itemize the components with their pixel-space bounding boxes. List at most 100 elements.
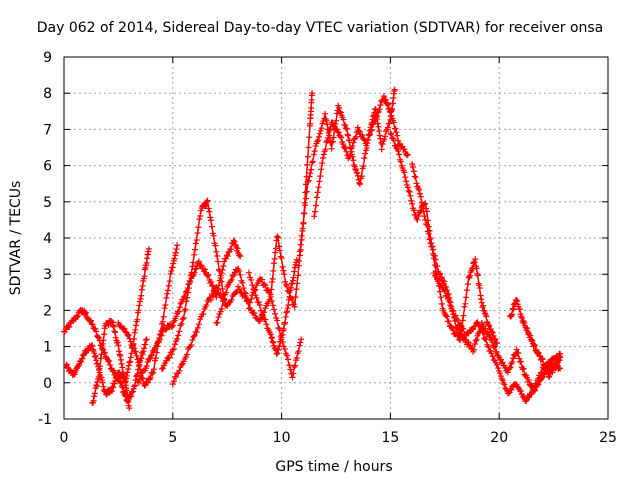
data-point: [405, 188, 412, 195]
data-point: [297, 339, 304, 346]
data-point: [116, 351, 123, 358]
data-point: [180, 296, 187, 303]
data-point: [236, 252, 243, 259]
data-point: [377, 102, 384, 109]
data-point: [208, 223, 215, 230]
data-point: [356, 128, 363, 135]
data-point: [364, 140, 371, 147]
data-point: [162, 326, 169, 333]
data-point: [372, 117, 379, 124]
data-point: [499, 377, 506, 384]
data-point: [375, 123, 382, 130]
data-point: [93, 382, 100, 389]
data-point: [430, 246, 437, 253]
data-point: [230, 237, 237, 244]
data-point: [429, 243, 436, 250]
data-point: [393, 129, 400, 136]
data-point: [252, 292, 259, 299]
data-point: [174, 336, 181, 343]
data-point: [514, 297, 521, 304]
data-point: [528, 382, 535, 389]
data-point: [525, 376, 532, 383]
data-point: [453, 316, 460, 323]
data-point: [330, 134, 337, 141]
data-point: [191, 332, 198, 339]
data-point: [546, 370, 553, 377]
data-point: [164, 290, 171, 297]
data-point: [272, 245, 279, 252]
data-point: [184, 294, 191, 301]
data-point: [186, 277, 193, 284]
data-point: [233, 244, 240, 251]
data-point: [99, 340, 106, 347]
data-point: [316, 178, 323, 185]
data-point: [288, 280, 295, 287]
data-point: [497, 370, 504, 377]
data-point: [219, 285, 226, 292]
data-point: [282, 281, 289, 288]
data-point: [133, 352, 140, 359]
data-point: [414, 216, 421, 223]
data-point: [115, 342, 122, 349]
data-point: [208, 217, 215, 224]
data-point: [472, 256, 479, 263]
data-point: [174, 242, 181, 249]
data-point: [434, 263, 441, 270]
data-point: [289, 374, 296, 381]
data-point: [293, 355, 300, 362]
x-tick-label: 0: [60, 430, 69, 446]
series-track-14: [430, 270, 564, 405]
y-tick-label: 4: [43, 231, 52, 247]
data-point: [301, 210, 308, 217]
data-point: [272, 249, 279, 256]
data-point: [309, 90, 316, 97]
data-point: [205, 205, 212, 212]
data-point: [178, 362, 185, 369]
data-point: [215, 258, 222, 265]
series-track-15: [507, 297, 564, 380]
data-point: [205, 271, 212, 278]
data-point: [214, 319, 221, 326]
data-point: [378, 146, 385, 153]
data-point: [521, 320, 528, 327]
data-point: [338, 134, 345, 141]
data-point: [215, 266, 222, 273]
data-point: [409, 200, 416, 207]
data-point: [311, 148, 318, 155]
data-point: [118, 360, 125, 367]
data-point: [387, 109, 394, 116]
data-point: [392, 125, 399, 132]
data-point: [111, 328, 118, 335]
data-point: [535, 349, 542, 356]
data-point: [313, 194, 320, 201]
data-point: [269, 275, 276, 282]
data-point: [249, 282, 256, 289]
y-tick-label: 3: [43, 267, 52, 283]
data-point: [423, 221, 430, 228]
data-point: [267, 331, 274, 338]
data-point: [476, 282, 483, 289]
data-point: [334, 128, 341, 135]
data-point: [93, 328, 100, 335]
data-point: [312, 202, 319, 209]
data-point: [443, 293, 450, 300]
data-point: [135, 359, 142, 366]
data-point: [111, 380, 118, 387]
data-point: [270, 306, 277, 313]
data-point: [304, 153, 311, 160]
data-point: [210, 232, 217, 239]
data-point: [517, 358, 524, 365]
data-point: [467, 272, 474, 279]
data-point: [509, 311, 516, 318]
data-point: [207, 214, 214, 221]
data-point: [471, 259, 478, 266]
data-point: [118, 356, 125, 363]
data-point: [538, 375, 545, 382]
data-point: [120, 371, 127, 378]
data-point: [145, 245, 152, 252]
data-point: [228, 246, 235, 253]
data-point: [490, 344, 497, 351]
data-point: [396, 151, 403, 158]
data-point: [306, 134, 313, 141]
data-point: [406, 188, 413, 195]
